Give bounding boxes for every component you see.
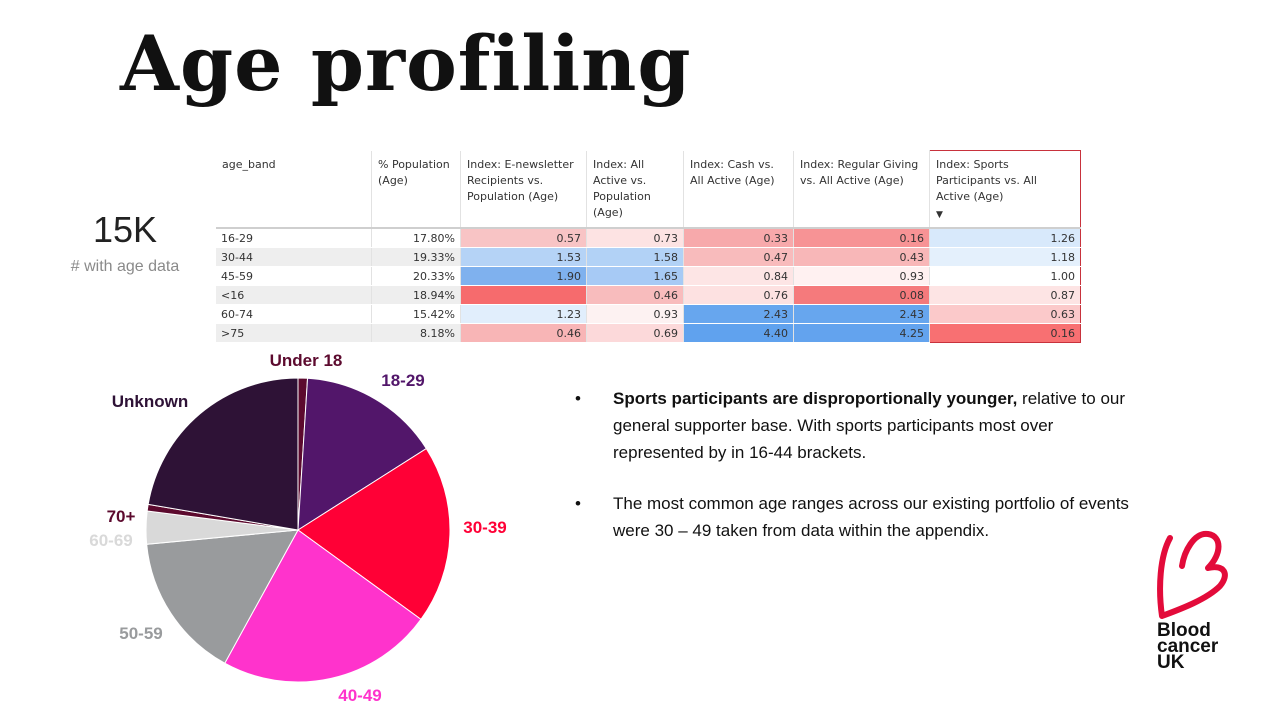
pie-slices: [145, 377, 451, 683]
cell-index-value: 0.57: [460, 228, 587, 248]
cell-index-value: 1.58: [586, 247, 684, 267]
page-title: Age profiling: [120, 19, 692, 108]
cell-population: 19.33%: [371, 247, 461, 267]
heart-logo-icon: [1157, 530, 1228, 619]
cell-index-value: 0.08: [793, 285, 930, 305]
pie-label: Unknown: [112, 392, 189, 411]
cell-population: 8.18%: [371, 323, 461, 343]
pie-slice-30-39[interactable]: [297, 447, 451, 621]
cell-index-value: [460, 285, 587, 305]
cell-index-value: 2.43: [683, 304, 794, 324]
kpi-value: 15K: [92, 209, 158, 250]
cell-index-value: 0.16: [929, 323, 1081, 343]
column-header-all-active-index[interactable]: Index: All Active vs. Population (Age): [586, 150, 684, 229]
cell-index-value: 0.43: [793, 247, 930, 267]
cell-index-value: 0.46: [460, 323, 587, 343]
pie-slice-50-59[interactable]: [146, 529, 299, 664]
cell-index-value: 0.47: [683, 247, 794, 267]
pie-slice-18-29[interactable]: [297, 377, 428, 531]
bullet-text: The most common age ranges across our ex…: [613, 494, 1129, 540]
cell-index-value: 0.73: [586, 228, 684, 248]
cell-index-value: 1.26: [929, 228, 1081, 248]
pie-label: 18-29: [381, 371, 424, 390]
table-header-row: age_band % Population (Age) Index: E-new…: [216, 150, 1081, 229]
column-header-cash-index[interactable]: Index: Cash vs. All Active (Age): [683, 150, 794, 229]
pie-label: 60-69: [89, 531, 132, 550]
cell-age-band: 45-59: [216, 266, 372, 286]
table-body: 16-29 17.80% 0.57 0.73 0.33 0.16 1.26 30-44 19.3…: [216, 228, 1081, 343]
column-header-regular-giving-index[interactable]: Index: Regular Giving vs. All Active (Ag…: [793, 150, 930, 229]
column-header-age-band[interactable]: age_band: [216, 150, 372, 229]
cell-age-band: 60-74: [216, 304, 372, 324]
pie-slice-unknown[interactable]: [147, 377, 299, 531]
pie-label: 70+: [107, 507, 136, 526]
table-row[interactable]: 30-44 19.33% 1.53 1.58 0.47 0.43 1.18: [216, 247, 1081, 267]
pie-labels: Under 18 18-29 30-39 40-49 50-59 60-69 70+ Unkn…: [89, 351, 506, 705]
cell-index-value: 1.00: [929, 266, 1081, 286]
cell-index-value: 1.90: [460, 266, 587, 286]
cell-index-value: 0.93: [586, 304, 684, 324]
cell-population: 15.42%: [371, 304, 461, 324]
table-row[interactable]: <16 18.94% 0.46 0.76 0.08 0.87: [216, 285, 1081, 305]
logo-line-uk: UK: [1157, 652, 1185, 673]
cell-age-band: <16: [216, 285, 372, 305]
cell-index-value: 0.87: [929, 285, 1081, 305]
pie-label: Under 18: [270, 351, 343, 370]
table-row[interactable]: 60-74 15.42% 1.23 0.93 2.43 2.43 0.63: [216, 304, 1081, 324]
cell-age-band: >75: [216, 323, 372, 343]
cell-index-value: 1.18: [929, 247, 1081, 267]
logo-text: Blood cancer UK: [1157, 620, 1243, 673]
bullet-item: The most common age ranges across our ex…: [575, 490, 1135, 544]
cell-index-value: 0.69: [586, 323, 684, 343]
cell-population: 20.33%: [371, 266, 461, 286]
cell-age-band: 30-44: [216, 247, 372, 267]
column-header-population[interactable]: % Population (Age): [371, 150, 461, 229]
cell-index-value: 0.93: [793, 266, 930, 286]
cell-age-band: 16-29: [216, 228, 372, 248]
cell-index-value: 4.25: [793, 323, 930, 343]
cell-index-value: 2.43: [793, 304, 930, 324]
insight-bullets: Sports participants are disproportionall…: [575, 385, 1135, 544]
cell-index-value: 0.63: [929, 304, 1081, 324]
pie-slice-40-49[interactable]: [224, 529, 422, 683]
age-index-table: age_band % Population (Age) Index: E-new…: [216, 150, 1081, 343]
cell-index-value: 0.16: [793, 228, 930, 248]
blood-cancer-uk-logo: Blood cancer UK: [1148, 530, 1243, 673]
bullet-text: relative to our general supporter base. …: [613, 389, 1126, 462]
cell-index-value: 1.23: [460, 304, 587, 324]
column-header-sports-index[interactable]: Index: Sports Participants vs. All Activ…: [929, 150, 1081, 229]
cell-index-value: 0.46: [586, 285, 684, 305]
table-row[interactable]: 45-59 20.33% 1.90 1.65 0.84 0.93 1.00: [216, 266, 1081, 286]
column-header-sports-label: Index: Sports Participants vs. All Activ…: [936, 158, 1037, 203]
pie-label: 50-59: [119, 624, 162, 643]
pie-label: 40-49: [338, 686, 381, 705]
cell-index-value: 0.33: [683, 228, 794, 248]
sort-descending-icon[interactable]: ▼: [936, 210, 943, 220]
cell-index-value: 0.84: [683, 266, 794, 286]
table-row[interactable]: 16-29 17.80% 0.57 0.73 0.33 0.16 1.26: [216, 228, 1081, 248]
column-header-enewsletter-index[interactable]: Index: E-newsletter Recipients vs. Popul…: [460, 150, 587, 229]
cell-index-value: 4.40: [683, 323, 794, 343]
table-row[interactable]: >75 8.18% 0.46 0.69 4.40 4.25 0.16: [216, 323, 1081, 343]
cell-index-value: 0.76: [683, 285, 794, 305]
age-pie-chart: Under 18 18-29 30-39 40-49 50-59 60-69 70+ Unkn…: [89, 351, 506, 705]
logo-line-cancer: cancer: [1157, 636, 1219, 657]
cell-population: 17.80%: [371, 228, 461, 248]
kpi-card: 15K # with age data: [50, 210, 200, 276]
cell-population: 18.94%: [371, 285, 461, 305]
bullet-item: Sports participants are disproportionall…: [575, 385, 1135, 466]
bullet-emphasis: Sports participants are disproportionall…: [613, 389, 1018, 408]
cell-index-value: 1.65: [586, 266, 684, 286]
pie-label: 30-39: [463, 518, 506, 537]
cell-index-value: 1.53: [460, 247, 587, 267]
logo-line-blood: Blood: [1157, 620, 1211, 641]
kpi-label: # with age data: [70, 257, 180, 275]
